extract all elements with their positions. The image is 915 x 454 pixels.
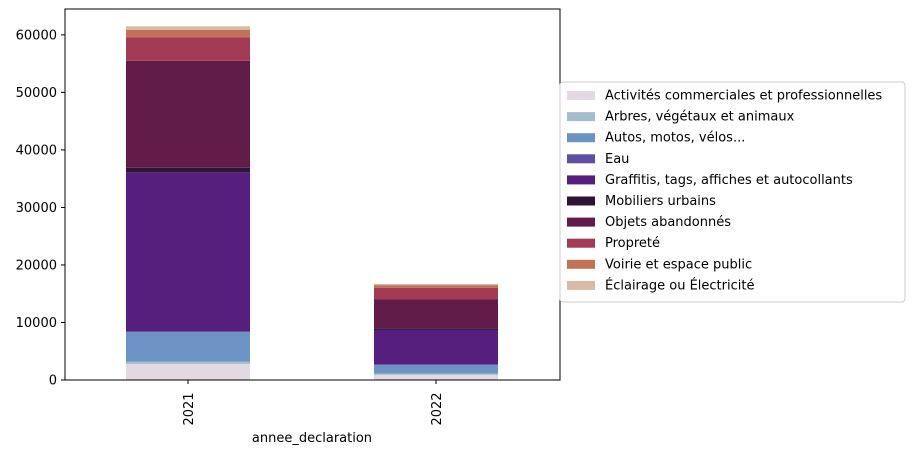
legend-swatch	[567, 91, 595, 100]
legend-swatch	[567, 196, 595, 206]
y-tick-label: 40000	[16, 143, 57, 158]
legend-label: Arbres, végétaux et animaux	[605, 110, 795, 125]
bar-segment-2021-7	[126, 37, 250, 61]
bars-layer	[126, 26, 498, 380]
bar-segment-2022-1	[374, 373, 498, 375]
bar-segment-2021-1	[126, 361, 250, 364]
legend-label: Voirie et espace public	[605, 257, 752, 272]
y-tick-label: 50000	[16, 86, 57, 101]
legend-label: Mobiliers urbains	[605, 194, 716, 209]
legend-label: Propreté	[605, 236, 660, 251]
bar-segment-2021-9	[126, 26, 250, 30]
legend-swatch	[567, 112, 595, 122]
y-axis: 0 10000 20000 30000 40000 50000 60000	[16, 28, 65, 389]
bar-segment-2022-9	[374, 283, 498, 286]
y-tick-label: 60000	[16, 28, 57, 43]
bar-segment-2022-5	[374, 328, 498, 330]
bar-segment-2021-0	[126, 363, 250, 380]
legend-label: Graffitis, tags, affiches et autocollant…	[605, 173, 853, 188]
legend-swatch	[567, 217, 595, 227]
x-tick-label: 2022	[430, 392, 445, 425]
legend-label: Objets abandonnés	[605, 215, 731, 230]
bar-segment-2022-4	[374, 329, 498, 365]
y-tick-label: 10000	[16, 316, 57, 331]
bar-segment-2021-2	[126, 331, 250, 362]
legend: Activités commerciales et professionnell…	[559, 81, 906, 303]
legend-swatch	[567, 133, 595, 143]
legend-swatch	[567, 280, 595, 290]
legend-swatch	[567, 175, 595, 185]
bar-segment-2021-8	[126, 29, 250, 38]
bar-segment-2021-4	[126, 172, 250, 332]
legend-box	[559, 81, 906, 303]
x-axis: 2021 2022	[182, 380, 445, 426]
legend-label: Activités commerciales et professionnell…	[605, 89, 882, 104]
legend-swatch	[567, 238, 595, 248]
legend-label: Éclairage ou Électricité	[605, 277, 754, 293]
y-tick-label: 30000	[16, 201, 57, 216]
x-tick-label: 2021	[182, 392, 197, 425]
bar-segment-2022-2	[374, 364, 498, 374]
y-tick-label: 20000	[16, 258, 57, 273]
legend-swatch	[567, 259, 595, 269]
bar-segment-2021-6	[126, 60, 250, 168]
legend-swatch	[567, 154, 595, 164]
bar-segment-2022-7	[374, 287, 498, 300]
x-axis-label: annee_declaration	[252, 431, 372, 446]
bar-segment-2022-6	[374, 299, 498, 329]
legend-label: Autos, motos, vélos...	[605, 131, 745, 146]
bar-segment-2021-5	[126, 167, 250, 173]
legend-label: Eau	[605, 152, 629, 167]
bar-segment-2022-0	[374, 374, 498, 380]
bar-segment-2022-8	[374, 285, 498, 288]
y-tick-label: 0	[49, 374, 57, 389]
